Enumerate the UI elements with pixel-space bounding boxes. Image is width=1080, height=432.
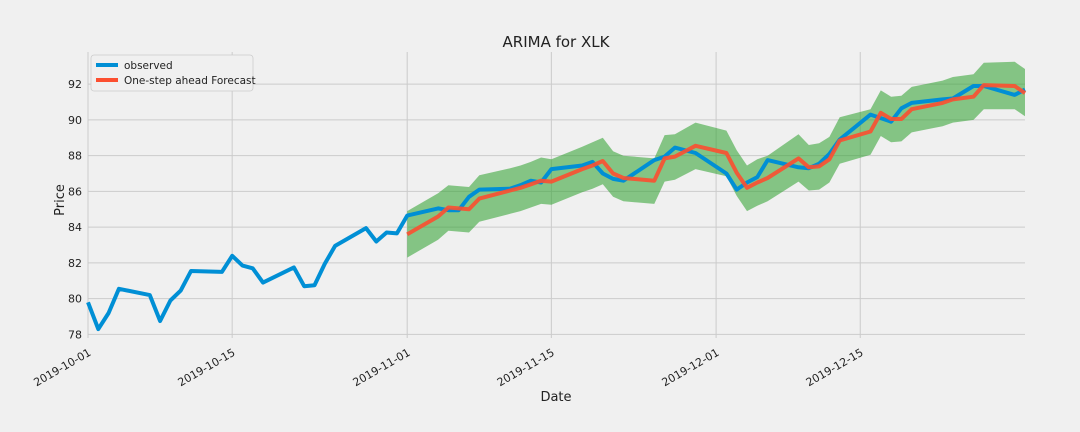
y-tick-label: 84 <box>68 221 82 234</box>
y-tick-label: 78 <box>68 328 82 341</box>
confidence-band <box>407 61 1025 258</box>
y-tick-label: 82 <box>68 257 82 270</box>
y-axis-label: Price <box>53 184 68 216</box>
chart-title: ARIMA for XLK <box>503 33 611 51</box>
legend-label-observed: observed <box>124 60 173 72</box>
y-tick-label: 86 <box>68 185 82 198</box>
legend-label-forecast: One-step ahead Forecast <box>124 75 256 87</box>
y-tick-label: 90 <box>68 114 82 127</box>
y-tick-labels: 78 80 82 84 86 88 90 92 <box>68 78 82 341</box>
series-lines <box>86 83 1027 332</box>
legend: observed One-step ahead Forecast <box>90 54 256 92</box>
x-axis-label: Date <box>540 390 571 405</box>
forecast-line <box>406 83 1027 237</box>
confidence-band-group <box>407 61 1025 258</box>
legend-box <box>90 54 254 92</box>
y-tick-label: 80 <box>68 293 82 306</box>
y-tick-label: 88 <box>68 150 82 163</box>
y-tick-label: 92 <box>68 78 82 91</box>
